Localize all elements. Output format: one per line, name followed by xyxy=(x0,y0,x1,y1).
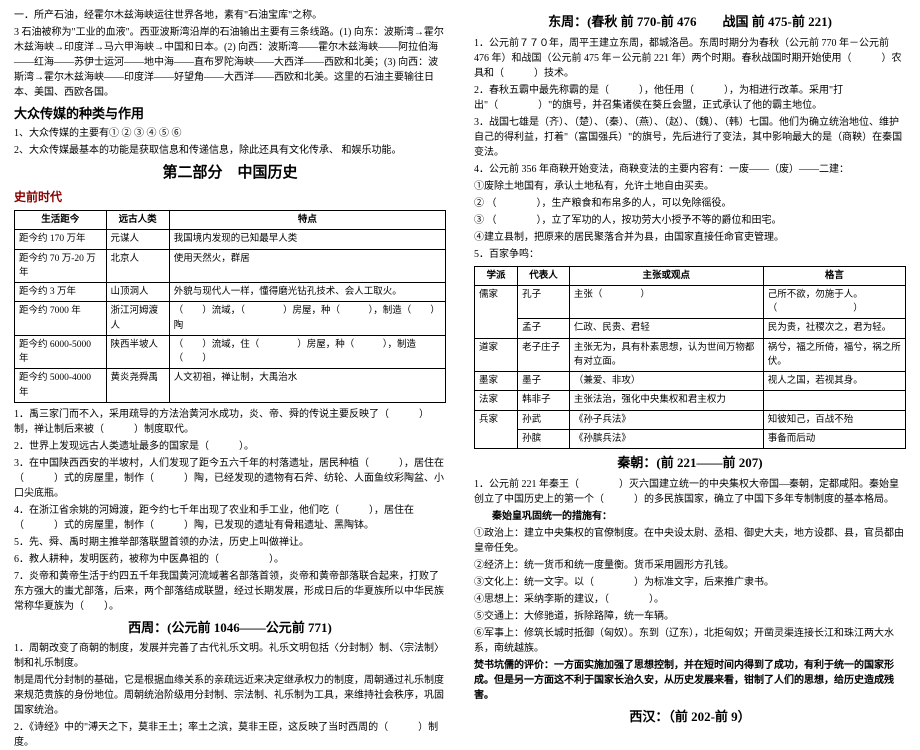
after-6: 6．教人耕种，发明医药，被称为中医鼻祖的（ ）。 xyxy=(14,552,446,567)
west-han-title: 西汉：（前 202-前 9） xyxy=(474,707,906,727)
table-row: 孙膑《孙膑兵法》事备而后动 xyxy=(475,429,906,448)
ez-3: 3．战国七雄是（齐）、（楚）、（秦）、（燕）、（赵）、（魏）、（韩）七国。他们为… xyxy=(474,115,906,160)
qin-heading: 秦始皇巩固统一的措施有： xyxy=(474,509,906,524)
transmit-1: 1、大众传媒的主要有① ② ③ ④ ⑤ ⑥ xyxy=(14,126,446,141)
schools-table: 学派 代表人 主张或观点 格言 儒家孔子主张（ ）己所不欲，勿施于人。（ ） 孟… xyxy=(474,266,906,450)
table-row: 距今约 7000 年浙江河姆渡人（ ）流域，（ ）房屋，种（ ），制造（ ）陶 xyxy=(15,302,446,336)
prehistory-table: 生活距今 远古人类 特点 距今约 170 万年元谋人我国境内发现的已知最早人类 … xyxy=(14,210,446,403)
ez-1: 1．公元前７７０年，周平王建立东周，都城洛邑。东周时期分为春秋（公元前 770 … xyxy=(474,36,906,81)
table-row: 距今约 3 万年山顶洞人外貌与现代人一样，懂得磨光钻孔技术、会人工取火。 xyxy=(15,283,446,302)
westzhou-3: 2．《诗经》中的"溥天之下，莫非王土；率土之滨，莫非王臣，这反映了当时西周的（ … xyxy=(14,720,446,750)
transmit-2: 2、大众传媒最基本的功能是获取信息和传递信息，除此还具有文化传承、 和娱乐功能。 xyxy=(14,143,446,158)
qin-eval: 焚书坑儒的评价：一方面实施加强了思想控制，并在短时间内得到了成功，有利于统一的国… xyxy=(474,658,906,703)
table-row: 孟子仁政、民贵、君轻民为贵，社稷次之，君为轻。 xyxy=(475,319,906,338)
qin-5: ④思想上：采纳李斯的建议，（ ）。 xyxy=(474,592,906,607)
table-row: 儒家孔子主张（ ）己所不欲，勿施于人。（ ） xyxy=(475,285,906,319)
after-7: 7．炎帝和黄帝生活于约四五千年我国黄河流域著名部落首领，炎帝和黄帝部落联合起来，… xyxy=(14,569,446,614)
pretext-1: 一．所产石油，经霍尔木兹海峡运往世界各地，素有"石油宝库"之称。 xyxy=(14,8,446,23)
after-2: 2．世界上发现远古人类遗址最多的国家是（ ）。 xyxy=(14,439,446,454)
table-row: 墨家墨子（兼爱、非攻）视人之国，若视其身。 xyxy=(475,372,906,391)
ez-9: 5．百家争鸣： xyxy=(474,247,906,262)
th-2: 特点 xyxy=(169,211,445,230)
after-5: 5．先、舜、禹时期主推举部落联盟首领的办法，历史上叫做禅让。 xyxy=(14,535,446,550)
qin-4: ③文化上：统一文字。以（ ）为标准文字，后来推广隶书。 xyxy=(474,575,906,590)
east-zhou-title: 东周：(春秋 前 770-前 476 战国 前 475-前 221) xyxy=(474,12,906,32)
pretext-2: 3 石油被称为"工业的血液"。西亚波斯湾沿岸的石油输出主要有三条线路。(1) 向… xyxy=(14,25,446,100)
th-0: 生活距今 xyxy=(15,211,107,230)
table-row: 距今约 170 万年元谋人我国境内发现的已知最早人类 xyxy=(15,230,446,249)
table-row: 距今约 70 万-20 万年北京人使用天然火，群居 xyxy=(15,249,446,283)
table-row: 距今约 6000-5000 年陕西半坡人（ ）流域，住（ ）房屋，种（ ），制造… xyxy=(15,335,446,369)
ez-4: 4．公元前 356 年商鞅开始变法，商鞅变法的主要内容有：一废——（废）——二建… xyxy=(474,162,906,177)
west-zhou-title: 西周：(公元前 1046——公元前 771) xyxy=(14,618,446,638)
table-header-row: 生活距今 远古人类 特点 xyxy=(15,211,446,230)
ez-7: ③ （ ），立了军功的人，按功劳大小授予不等的爵位和田宅。 xyxy=(474,213,906,228)
qin-1: 1．公元前 221 年秦王（ ）灭六国建立统一的中央集权大帝国—秦朝，定都咸阳。… xyxy=(474,477,906,507)
table-header-row: 学派 代表人 主张或观点 格言 xyxy=(475,266,906,285)
prehistory-heading: 史前时代 xyxy=(14,188,446,206)
table-row: 距今约 5000-4000 年黄炎尧舜禹人文初祖，禅让制，大禹治水 xyxy=(15,369,446,403)
westzhou-1: 1．周朝改变了商朝的制度，发展并完善了古代礼乐文明。礼乐文明包括〈分封制〉制、〈… xyxy=(14,641,446,671)
ez-5: ①废除土地国有，承认土地私有，允许土地自由买卖。 xyxy=(474,179,906,194)
table-row: 道家老子庄子主张无为，具有朴素思想，认为世间万物都有对立面。祸兮，福之所倚，福兮… xyxy=(475,338,906,372)
ez-8: ④建立县制，把原来的居民聚落合并为县，由国家直接任命官吏管理。 xyxy=(474,230,906,245)
qin-3: ②经济上：统一货币和统一度量衡。货币采用圆形方孔钱。 xyxy=(474,558,906,573)
qin-title: 秦朝：(前 221——前 207) xyxy=(474,453,906,473)
th-1: 远古人类 xyxy=(106,211,169,230)
after-1: 1．禹三家门而不入，采用疏导的方法治黄河水成功，炎、帝、舜的传说主要反映了（ ）… xyxy=(14,407,446,437)
heading-mass-media: 大众传媒的种类与作用 xyxy=(14,104,446,124)
westzhou-2: 制是周代分封制的基础，它是根据血缘关系的亲疏远近来决定继承权力的制度，周朝通过礼… xyxy=(14,673,446,718)
ez-2: 2．春秋五霸中最先称霸的是（ ），他任用（ ），为相进行改革。采用"打出"（ ）… xyxy=(474,83,906,113)
after-3: 3．在中国陕西西安的半坡村，人们发现了距今五六千年的村落遗址，居民种植（ ），居… xyxy=(14,456,446,501)
part2-title: 第二部分 中国历史 xyxy=(14,162,446,185)
qin-6: ⑤交通上：大修驰道，拆除路障，统一车辆。 xyxy=(474,609,906,624)
after-4: 4．在浙江省余姚的河姆渡，距今约七千年出现了农业和手工业，他们吃（ ），居住在（… xyxy=(14,503,446,533)
qin-2: ①政治上：建立中央集权的官僚制度。在中央设太尉、丞相、御史大夫，地方设郡、县，官… xyxy=(474,526,906,556)
table-row: 兵家孙武《孙子兵法》知彼知己，百战不殆 xyxy=(475,410,906,429)
table-row: 法家韩非子主张法治，强化中央集权和君主权力 xyxy=(475,391,906,410)
ez-6: ② （ ），生产粮食和布帛多的人，可以免除徭役。 xyxy=(474,196,906,211)
qin-7: ⑥军事上：修筑长城时抵御（匈奴）。东到（辽东），北拒匈奴；开凿灵渠连接长江和珠江… xyxy=(474,626,906,656)
left-column: 一．所产石油，经霍尔木兹海峡运往世界各地，素有"石油宝库"之称。 3 石油被称为… xyxy=(0,0,460,651)
right-column: 东周：(春秋 前 770-前 476 战国 前 475-前 221) 1．公元前… xyxy=(460,0,920,651)
